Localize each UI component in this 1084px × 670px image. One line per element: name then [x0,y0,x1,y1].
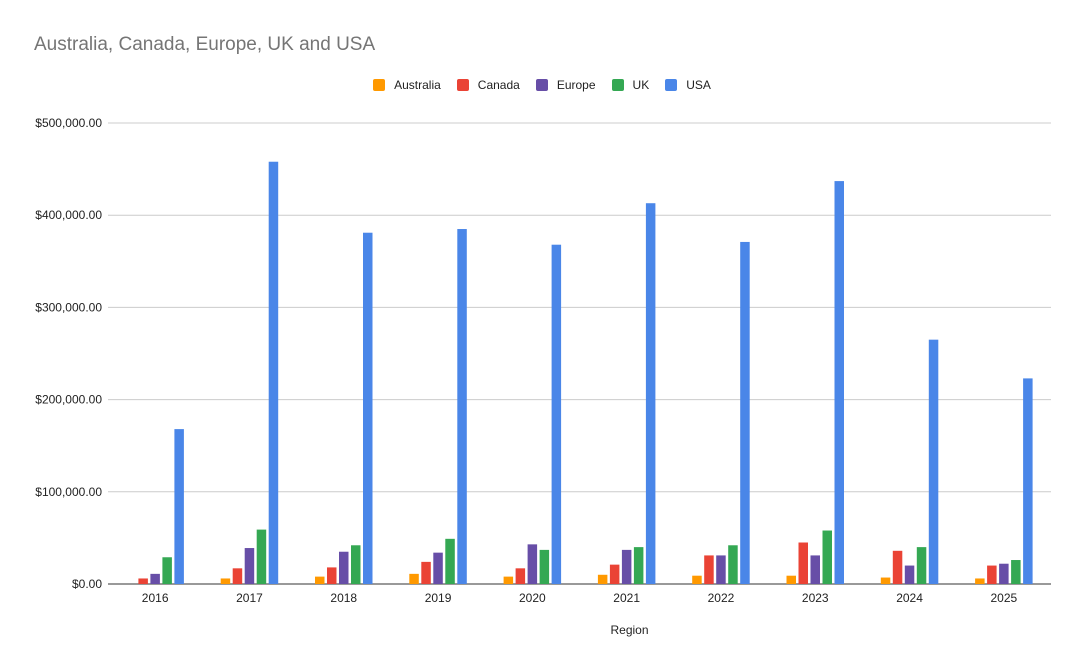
bar-europe-2021 [621,549,632,584]
bar-australia-2019 [409,573,419,584]
bar-australia-2020 [503,576,514,584]
bar-usa-2023 [834,181,844,584]
bar-usa-2022 [740,241,750,585]
chart-title: Australia, Canada, Europe, UK and USA [34,34,376,55]
legend-item-usa: USA [665,78,711,92]
bar-europe-2024 [904,565,915,584]
legend-label: Europe [556,78,596,92]
bar-canada-2024 [892,550,903,584]
x-tick-label: 2016 [142,591,169,605]
x-tick-label: 2019 [425,591,452,605]
bar-usa-2017 [268,161,279,584]
bar-uk-2016 [162,557,172,584]
bar-europe-2020 [527,544,538,584]
bar-canada-2025 [987,565,997,584]
legend-item-uk: UK [611,78,650,92]
bar-canada-2019 [421,561,431,584]
bar-canada-2016 [138,578,148,584]
legend-item-australia: Australia [373,78,441,92]
y-tick-label: $300,000.00 [35,300,102,314]
legend-label: Canada [477,78,520,92]
y-tick-label: $400,000.00 [35,208,102,222]
legend-label: UK [632,78,650,92]
bar-australia-2025 [975,578,985,584]
bar-uk-2024 [916,547,927,584]
bar-uk-2017 [256,529,267,584]
bar-usa-2024 [928,339,939,584]
bar-uk-2021 [633,547,644,584]
bar-australia-2021 [597,574,608,584]
x-tick-label: 2024 [896,591,923,605]
bar-europe-2025 [999,563,1009,584]
bar-canada-2021 [609,564,620,584]
bar-uk-2022 [728,545,738,584]
bar-europe-2017 [244,548,255,584]
legend-item-canada: Canada [456,78,520,92]
bar-usa-2019 [457,229,467,584]
bar-canada-2022 [704,555,714,584]
bar-europe-2022 [716,555,726,584]
bar-uk-2023 [822,530,832,584]
bar-usa-2016 [174,429,184,584]
x-tick-label: 2025 [990,591,1017,605]
x-tick-label: 2020 [519,591,546,605]
y-tick-label: $0.00 [72,577,102,591]
bar-uk-2018 [351,545,361,584]
bar-europe-2016 [150,573,160,584]
bar-europe-2023 [810,555,820,584]
bar-uk-2020 [539,549,550,584]
bar-usa-2025 [1023,378,1033,584]
y-tick-label: $100,000.00 [35,485,102,499]
x-tick-label: 2018 [330,591,357,605]
bar-canada-2020 [515,568,526,584]
bar-australia-2023 [786,575,796,584]
x-axis-title: Region [610,623,648,637]
legend-swatch [665,79,678,91]
bar-australia-2022 [692,575,702,584]
bar-australia-2017 [220,578,231,584]
bar-canada-2017 [232,568,243,584]
x-tick-label: 2017 [236,591,263,605]
legend-swatch [535,79,548,91]
legend-label: Australia [394,78,441,92]
bar-australia-2018 [315,576,325,584]
x-tick-label: 2021 [613,591,640,605]
bar-usa-2018 [363,232,373,584]
bar-usa-2021 [645,203,656,585]
bar-usa-2020 [551,244,562,585]
bar-canada-2023 [798,542,808,584]
x-tick-label: 2023 [802,591,829,605]
x-tick-label: 2022 [708,591,735,605]
legend-label: USA [686,78,711,92]
bar-europe-2019 [433,552,443,584]
bar-canada-2018 [327,567,337,584]
legend-swatch [456,79,469,91]
bar-uk-2019 [445,538,455,584]
bar-uk-2025 [1011,560,1021,584]
legend: Australia Canada Europe UK USA [0,78,1084,92]
legend-swatch [611,79,624,91]
y-tick-label: $200,000.00 [35,393,102,407]
bar-europe-2018 [339,551,349,584]
y-tick-label: $500,000.00 [35,116,102,130]
legend-item-europe: Europe [535,78,596,92]
legend-swatch [373,79,386,91]
bar-australia-2024 [880,577,891,584]
